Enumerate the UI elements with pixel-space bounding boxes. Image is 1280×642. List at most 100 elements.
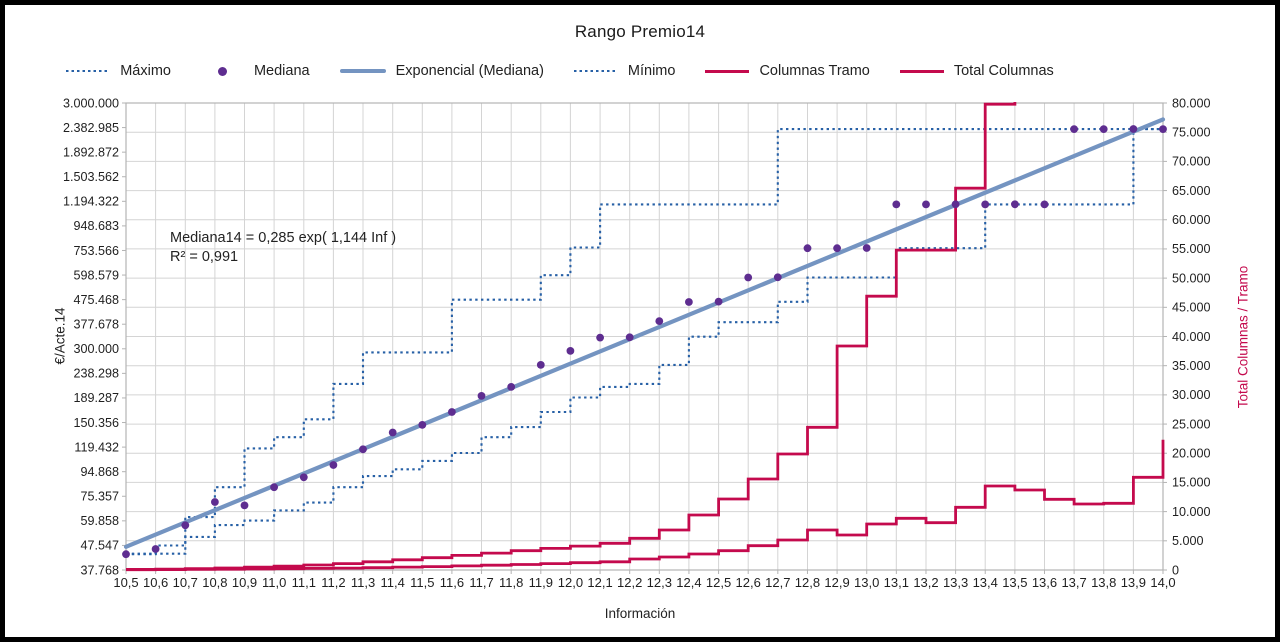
legend-item-label: Mediana: [253, 63, 310, 79]
y-right-tick-label: 70.000: [1172, 155, 1211, 169]
series-mediana-point: [181, 521, 190, 530]
legend-item-label: Exponencial (Mediana): [395, 63, 544, 79]
y-left-tick-label: 377.678: [73, 318, 119, 332]
series-maximo-step-line: [126, 128, 1163, 555]
legend-item-label: Columnas Tramo: [759, 63, 870, 79]
chart-title: Rango Premio14: [574, 22, 706, 41]
fit-r2-line: R² = 0,991: [170, 249, 239, 265]
series-columnas-tramo-step-line: [126, 439, 1165, 572]
series-mediana-point: [744, 273, 753, 282]
series-mediana-point: [951, 200, 960, 209]
legend-item-label: Máximo: [120, 63, 171, 79]
x-tick-label: 12,8: [795, 575, 820, 590]
fit-equation-annotation: Mediana14 = 0,285 exp( 1,144 Inf ) R² = …: [170, 229, 396, 267]
legend-marker-line-icon: [705, 69, 750, 73]
y-right-tick-label: 55.000: [1172, 242, 1211, 256]
series-mediana-point: [536, 361, 545, 369]
y-right-tick-label: 0: [1172, 563, 1179, 577]
x-tick-label: 11,3: [351, 575, 375, 590]
legend-marker-dotted-line-icon: [573, 70, 618, 72]
legend-item-label: Total Columnas: [953, 63, 1054, 79]
legend-item-columnas-tramo: Columnas Tramo: [705, 63, 870, 79]
series-mediana-point: [862, 244, 871, 252]
y-right-axis-title: Total Columnas / Tramo: [1235, 265, 1251, 409]
legend-item-minimo: Mínimo: [573, 63, 676, 79]
legend-marker-dotted-line-icon: [66, 70, 111, 72]
series-mediana-point: [448, 408, 456, 416]
series-mediana-point: [1099, 125, 1108, 133]
x-tick-label: 13,3: [943, 575, 968, 590]
series-mediana-point: [151, 545, 160, 553]
x-tick-label: 13,1: [884, 575, 909, 590]
series-mediana-point: [359, 445, 367, 454]
y-right-tick-label: 75.000: [1172, 125, 1211, 139]
x-tick-label: 12,6: [736, 575, 761, 590]
x-tick-label: 12,2: [617, 575, 642, 590]
y-right-tick-label: 45.000: [1172, 301, 1211, 315]
x-tick-label: 13,8: [1091, 575, 1116, 590]
x-tick-label: 12,4: [676, 575, 701, 590]
y-left-tick-label: 300.000: [73, 342, 119, 356]
y-right-tick-label: 15.000: [1172, 476, 1211, 490]
legend-item-label: Mínimo: [627, 63, 676, 79]
series-mediana-point: [922, 200, 930, 209]
x-tick-label: 14,0: [1150, 575, 1175, 590]
series-mediana-point: [773, 273, 782, 282]
y-right-tick-label: 25.000: [1172, 417, 1211, 431]
y-left-tick-label: 1.194.322: [63, 195, 119, 209]
x-tick-label: 11,9: [529, 575, 553, 590]
series-mediana-point: [299, 473, 308, 482]
series-mediana-point: [240, 501, 249, 510]
y-left-axis-title: €/Acte.14: [52, 307, 68, 365]
x-tick-label: 11,6: [440, 575, 464, 590]
series-mediana-point: [418, 421, 427, 429]
y-left-tick-label: 1.503.562: [63, 170, 119, 184]
x-tick-label: 12,3: [647, 575, 672, 590]
series-mediana-point: [625, 333, 634, 342]
y-left-tick-label: 37.768: [80, 563, 119, 577]
series-layer: [126, 102, 1165, 572]
legend-item-maximo: Máximo: [66, 63, 171, 79]
x-tick-label: 10,5: [113, 575, 138, 590]
y-right-tick-label: 35.000: [1172, 359, 1211, 373]
series-minimo-step-line: [126, 128, 1163, 556]
series-mediana-point: [477, 392, 486, 400]
y-right-tick-label: 50.000: [1172, 271, 1211, 285]
y-left-tick-label: 119.432: [74, 440, 119, 454]
y-left-tick-label: 75.357: [80, 490, 119, 504]
fit-equation-line: Mediana14 = 0,285 exp( 1,144 Inf ): [170, 230, 397, 246]
legend-marker-thick-line-icon: [339, 69, 386, 73]
x-tick-label: 11,1: [292, 575, 316, 590]
x-tick-label: 13,2: [913, 575, 938, 590]
x-tick-label: 10,8: [202, 575, 227, 590]
y-right-tick-label: 20.000: [1172, 447, 1211, 461]
y-left-tick-label: 753.566: [73, 244, 119, 258]
y-right-tick-label: 5.000: [1172, 534, 1204, 548]
series-mediana-point: [833, 244, 841, 253]
series-mediana-point: [211, 498, 219, 506]
series-mediana-point: [122, 550, 130, 559]
legend-marker-line-icon: [899, 69, 944, 73]
y-left-tick-label: 47.547: [80, 539, 119, 553]
series-mediana-point: [714, 297, 723, 306]
x-tick-label: 13,9: [1121, 575, 1146, 590]
y-right-tick-label: 60.000: [1172, 213, 1211, 227]
x-tick-label: 13,4: [973, 575, 998, 590]
y-right-tick-label: 80.000: [1172, 96, 1211, 110]
x-tick-label: 12,0: [558, 575, 583, 590]
y-left-tick-label: 94.868: [80, 465, 119, 479]
legend-item-total-columnas: Total Columnas: [899, 63, 1054, 79]
y-left-tick-label: 189.287: [73, 391, 119, 405]
y-left-tick-label: 59.858: [80, 514, 119, 528]
y-left-tick-label: 598.579: [73, 268, 119, 282]
series-mediana-point: [1040, 200, 1049, 209]
x-tick-label: 13,0: [854, 575, 879, 590]
x-tick-label: 12,1: [587, 575, 612, 590]
y-left-tick-label: 150.356: [73, 416, 119, 430]
y-left-tick-label: 3.000.000: [63, 96, 119, 110]
series-mediana-point: [892, 200, 901, 209]
x-tick-label: 11,7: [469, 575, 493, 590]
legend-item-mediana: Mediana: [201, 63, 310, 79]
x-tick-label: 13,5: [1002, 575, 1027, 590]
